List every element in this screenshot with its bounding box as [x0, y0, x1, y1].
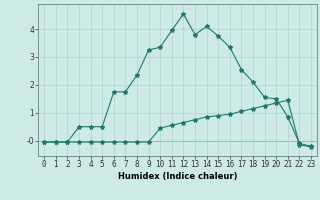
X-axis label: Humidex (Indice chaleur): Humidex (Indice chaleur) — [118, 172, 237, 181]
